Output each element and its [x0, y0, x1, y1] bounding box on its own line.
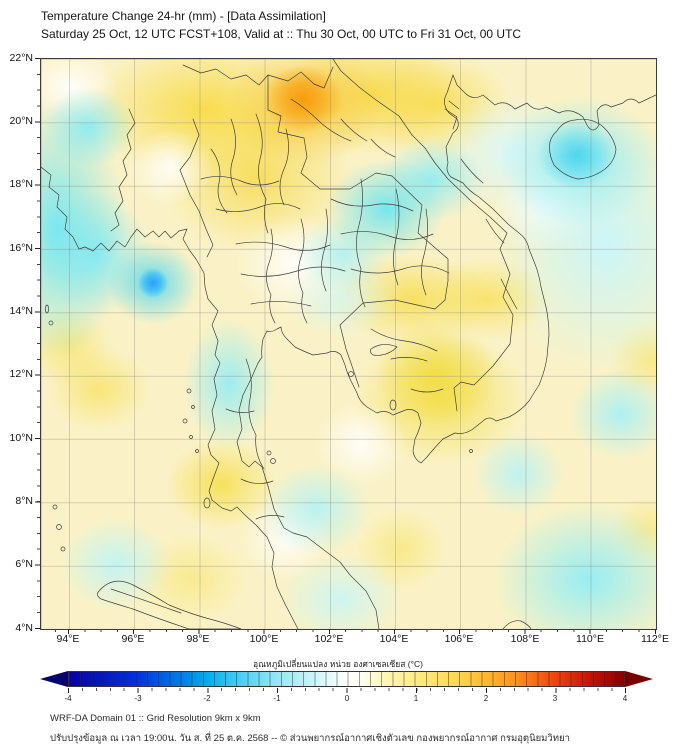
colorbar-arrow-left	[40, 671, 68, 687]
y-tick-label: 14°N	[9, 305, 33, 317]
y-tick-label: 16°N	[9, 242, 33, 254]
map-subtitle-validity: Saturday 25 Oct, 12 UTC FCST+108, Valid …	[41, 27, 522, 41]
y-tick-label: 4°N	[15, 622, 33, 634]
y-axis-major-ticks	[35, 58, 40, 629]
x-axis-major-ticks	[40, 629, 656, 634]
colorbar-arrow-right	[625, 671, 653, 687]
footer-update-credit: ปรับปรุงข้อมูล ณ เวลา 19:00น. วัน ส. ที่…	[50, 733, 570, 744]
footer-domain-info: WRF-DA Domain 01 :: Grid Resolution 9km …	[50, 713, 261, 724]
x-tick-label: 106°E	[444, 633, 474, 645]
x-tick-label: 102°E	[314, 633, 344, 645]
map-canvas	[40, 58, 657, 630]
y-tick-label: 6°N	[15, 558, 33, 570]
x-tick-label: 104°E	[379, 633, 409, 645]
colorbar-gradient	[68, 671, 625, 687]
x-tick-label: 112°E	[641, 633, 669, 645]
colorbar-tick-label: -3	[134, 694, 142, 703]
map-title: Temperature Change 24-hr (mm) - [Data As…	[41, 9, 326, 23]
colorbar-major-ticks	[68, 688, 626, 693]
colorbar	[40, 671, 653, 687]
x-tick-label: 110°E	[576, 633, 604, 645]
x-tick-label: 100°E	[249, 633, 279, 645]
colorbar-segments	[69, 672, 624, 686]
y-tick-label: 10°N	[9, 432, 33, 444]
y-tick-label: 12°N	[9, 368, 33, 380]
colorbar-tick-label: 3	[552, 694, 558, 703]
y-tick-label: 8°N	[15, 495, 33, 507]
country-province-boundaries	[41, 59, 656, 629]
colorbar-tick-label: -1	[273, 694, 281, 703]
colorbar-tick-label: 4	[622, 694, 628, 703]
colorbar-tick-label: 2	[483, 694, 489, 703]
y-tick-label: 18°N	[9, 178, 33, 190]
temperature-change-field	[41, 59, 656, 629]
colorbar-tick-label: -2	[203, 694, 211, 703]
colorbar-tick-label: -4	[64, 694, 72, 703]
x-tick-label: 108°E	[510, 633, 540, 645]
y-tick-label: 20°N	[9, 115, 33, 127]
x-tick-label: 98°E	[186, 633, 210, 645]
x-tick-label: 94°E	[56, 633, 80, 645]
y-tick-label: 22°N	[9, 52, 33, 64]
colorbar-tick-label: 1	[413, 694, 419, 703]
graticule-grid	[41, 59, 656, 629]
colorbar-tick-label: 0	[344, 694, 350, 703]
x-tick-label: 96°E	[121, 633, 145, 645]
colorbar-label: อุณหภูมิเปลี่ยนแปลง หน่วย องศาเซลเซียส (…	[253, 659, 423, 669]
